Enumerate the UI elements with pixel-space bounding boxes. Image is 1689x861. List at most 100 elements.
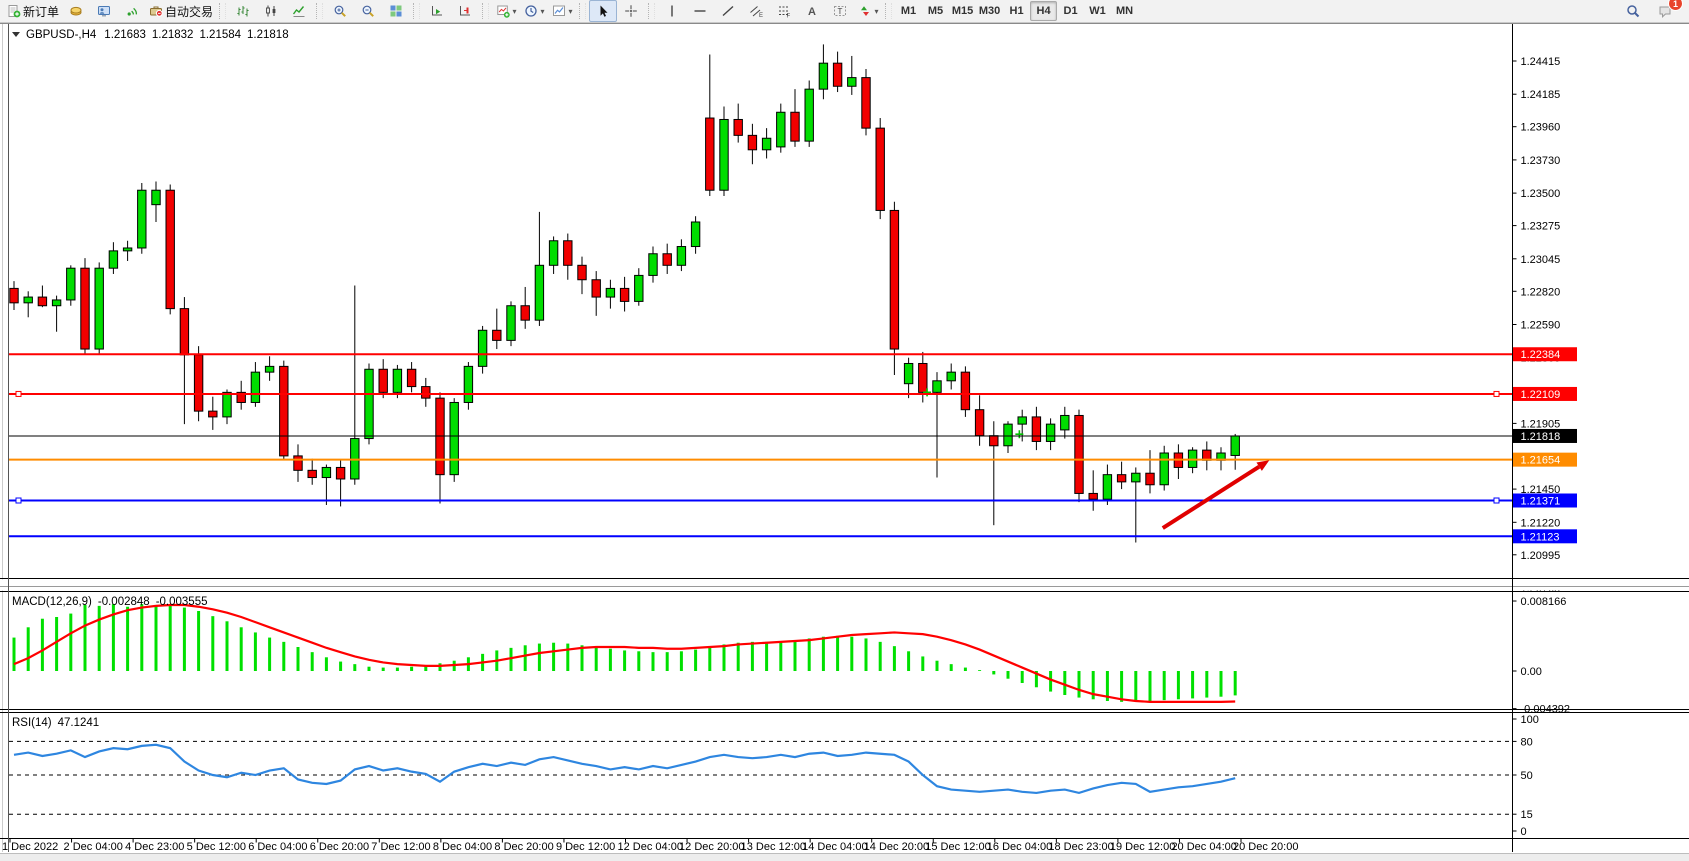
vertical-line-button[interactable]: [658, 0, 686, 22]
panel-splitter[interactable]: [0, 579, 1689, 591]
candle-body: [108, 250, 119, 269]
zoom-in-button[interactable]: [326, 0, 354, 22]
candle-body: [1102, 474, 1113, 500]
tile-windows-icon: [390, 5, 402, 17]
price-tag-label: 1.21371: [1521, 496, 1561, 508]
text-icon: A: [808, 6, 816, 18]
time-axis-label: 1 Dec 2022: [2, 841, 58, 852]
auto-trading-button[interactable]: 自动交易: [146, 0, 216, 22]
price-tag: [1513, 529, 1577, 544]
macd-layer: [12, 603, 1237, 703]
rsi-axis-label: 80: [1521, 736, 1533, 748]
timeframe-h1-button[interactable]: H1: [1009, 5, 1024, 17]
candle-body: [9, 287, 19, 304]
signals-icon: [127, 7, 138, 16]
price-axis-label: 1.21905: [1521, 418, 1561, 430]
ohlc-high: 1.21832: [152, 29, 194, 41]
search-icon: [1627, 5, 1640, 18]
market-button[interactable]: [62, 0, 90, 22]
line-drag-handle[interactable]: [1493, 390, 1500, 397]
text-label-button[interactable]: T: [826, 0, 854, 22]
text-button[interactable]: A: [798, 0, 826, 22]
candle-body: [690, 221, 701, 248]
crosshair-button[interactable]: [617, 0, 645, 22]
candlestick-chart-button[interactable]: [257, 0, 285, 22]
candle-body: [477, 329, 488, 367]
candle-body: [506, 305, 516, 341]
zoom-out-button[interactable]: [354, 0, 382, 22]
timeframe-m30-button[interactable]: M30: [978, 5, 1001, 17]
price-axis-label: 1.23730: [1521, 155, 1561, 167]
signals-button[interactable]: [118, 0, 146, 22]
candle-body: [974, 409, 985, 437]
candle-body: [946, 371, 956, 382]
line-chart-button[interactable]: [285, 0, 313, 22]
cursor-button[interactable]: [589, 0, 618, 22]
new-chart-button[interactable]: ▾: [492, 0, 520, 22]
auto-scroll-button[interactable]: [423, 0, 451, 22]
candle-body: [208, 410, 218, 418]
candle-body: [776, 111, 786, 148]
channel-button[interactable]: E: [742, 0, 770, 22]
rsi-label: RSI(14) 47.1241: [12, 717, 99, 729]
timeframe-mn-button[interactable]: MN: [1115, 5, 1134, 17]
time-axis-label: 4 Dec 23:00: [125, 841, 184, 852]
trendline-button[interactable]: [714, 0, 742, 22]
candle-body: [193, 354, 204, 412]
time-axis-label: 18 Dec 23:00: [1048, 841, 1113, 852]
candle-body: [1017, 416, 1027, 425]
template-icon: [552, 5, 565, 16]
time-axis-label: 9 Dec 12:00: [556, 841, 615, 852]
fibonacci-button[interactable]: F: [770, 0, 798, 22]
search-button[interactable]: [1619, 0, 1647, 22]
timeframe-m1-button[interactable]: M1: [900, 5, 917, 17]
notifications-button[interactable]: 1: [1651, 0, 1683, 22]
price-axis-label: 1.24415: [1521, 56, 1561, 68]
price-chart-canvas[interactable]: 1.24415 1.24185 1.23960 1.23730 1.23500 1.232…: [0, 23, 1689, 853]
line-drag-handle[interactable]: [1493, 497, 1500, 504]
candle-body: [1031, 416, 1042, 442]
candle-body: [1045, 423, 1056, 442]
candle-body: [591, 279, 601, 298]
timeframe-h4-button[interactable]: H4: [1030, 1, 1058, 21]
chart-window: 1.24415 1.24185 1.23960 1.23730 1.23500 1.232…: [0, 23, 1689, 853]
trend-arrow-head: [1256, 460, 1270, 471]
horizontal-line-button[interactable]: [686, 0, 714, 22]
rsi-value: 47.1241: [58, 717, 100, 729]
candle-body: [279, 365, 289, 457]
arrows-button[interactable]: ▾: [854, 0, 882, 22]
arrows-icon: [860, 6, 869, 16]
candle-body: [662, 253, 672, 266]
trend-arrow-object[interactable]: [1161, 464, 1261, 530]
candle-body: [392, 368, 403, 393]
templates-button[interactable]: ▾: [548, 0, 576, 22]
trade-marker-cross: [923, 388, 932, 397]
candle-body: [1060, 414, 1070, 431]
profile-icon: [98, 6, 111, 17]
bar-chart-icon: [237, 6, 249, 17]
chart-shift-button[interactable]: [451, 0, 479, 22]
bar-chart-button[interactable]: [229, 0, 257, 22]
one-click-trading-toggle[interactable]: [12, 32, 20, 37]
timeframe-w1-button[interactable]: W1: [1089, 5, 1106, 17]
chevron-down-icon: ▾: [568, 6, 573, 16]
cursor-icon: [600, 5, 608, 17]
rsi-axis-label: 15: [1521, 809, 1533, 821]
timeframe-d1-button[interactable]: D1: [1063, 5, 1078, 17]
timeframe-m5-button[interactable]: M5: [927, 5, 944, 17]
price-tag: [1513, 347, 1577, 362]
rsi-axis-label: 50: [1521, 770, 1533, 782]
timeframe-m15-button[interactable]: M15: [951, 5, 974, 17]
new-order-button[interactable]: 新订单: [4, 0, 62, 22]
horizontal-line-icon: [694, 10, 706, 12]
rsi-axis-label: 100: [1521, 714, 1539, 726]
profile-button[interactable]: [90, 0, 118, 22]
vertical-line-icon: [671, 5, 673, 17]
line-drag-handle[interactable]: [15, 497, 22, 504]
candle-body: [747, 134, 758, 151]
line-drag-handle[interactable]: [15, 390, 22, 397]
periods-button[interactable]: ▾: [520, 0, 548, 22]
tile-windows-button[interactable]: [382, 0, 410, 22]
status-bar: [0, 853, 1689, 861]
candle-body: [790, 111, 800, 142]
